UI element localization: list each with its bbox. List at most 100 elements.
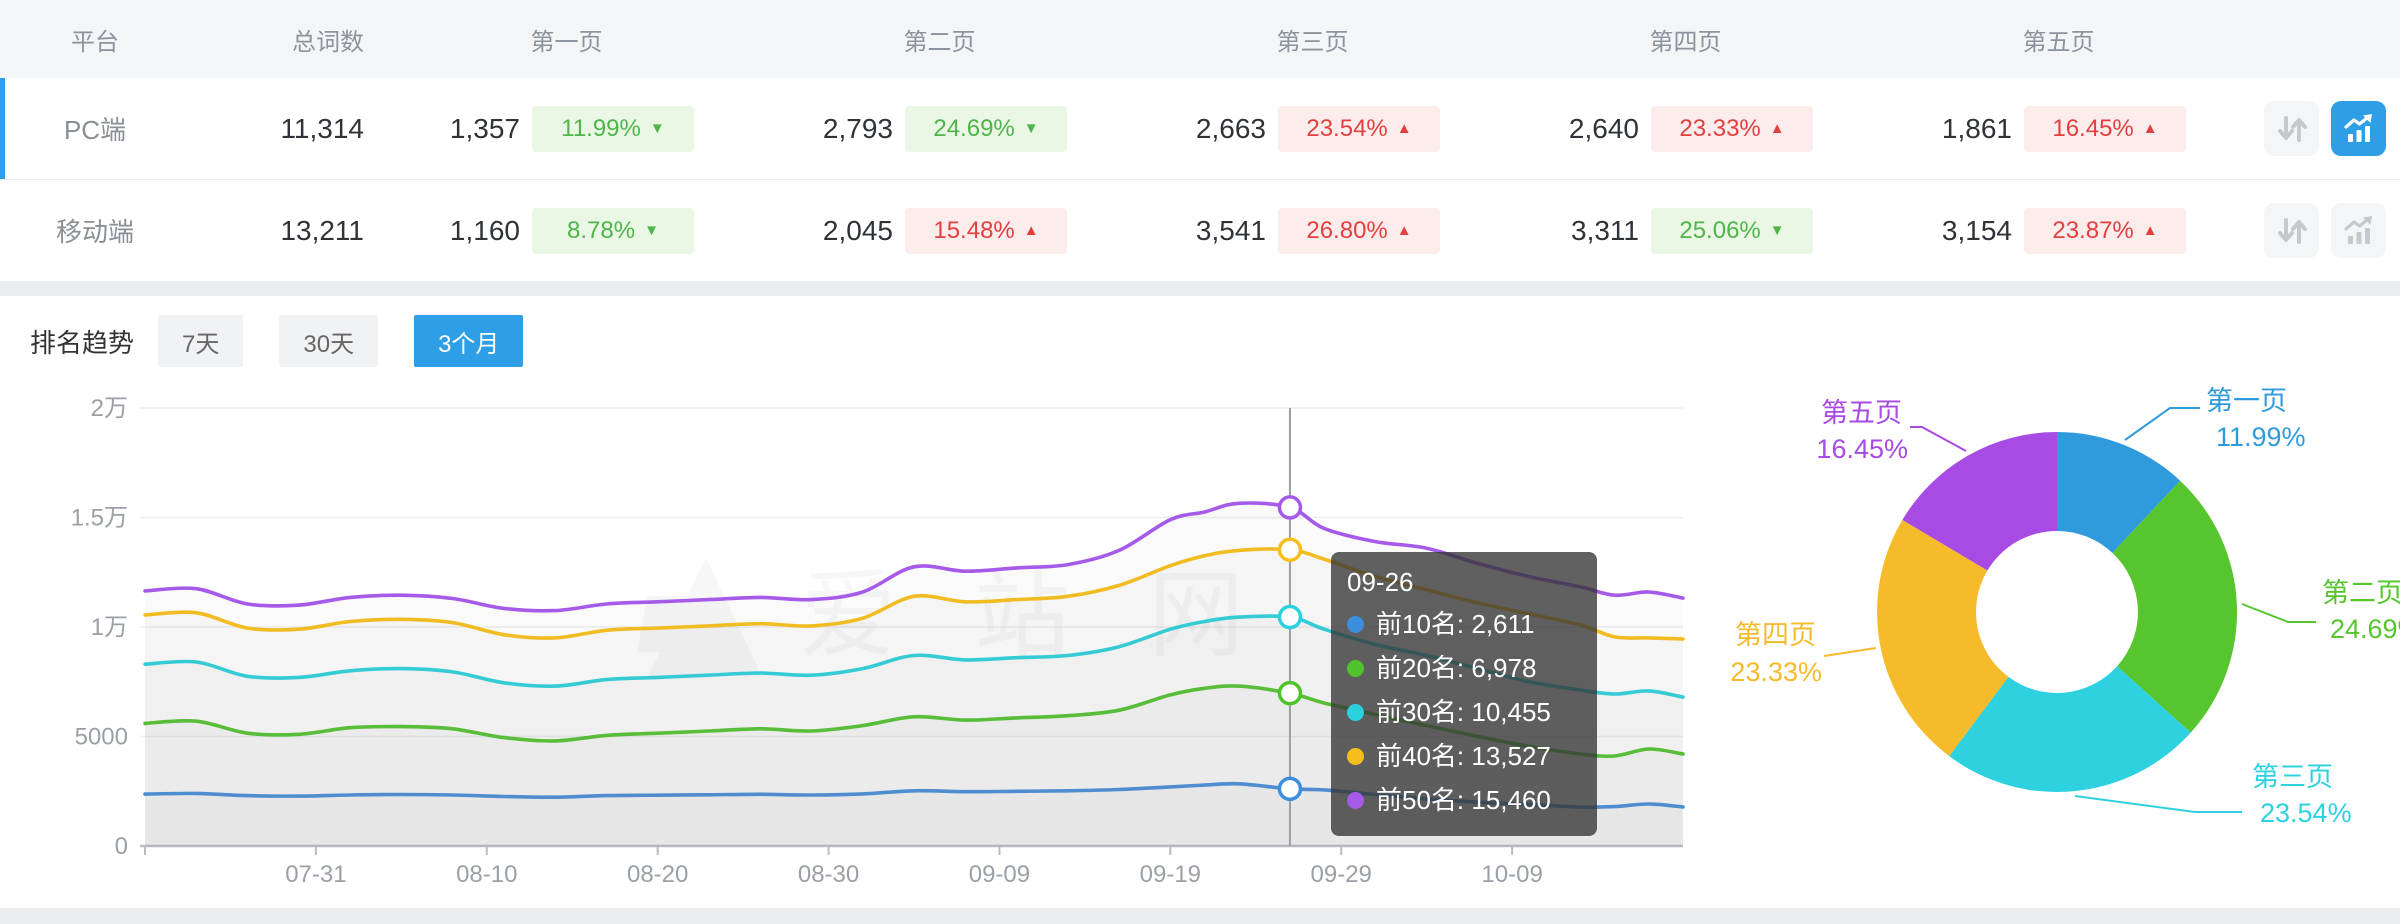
tooltip-row: 前40名: 13,527 xyxy=(1347,734,1579,778)
donut-label-connector xyxy=(2074,795,2242,813)
donut-slice-第二页[interactable] xyxy=(2112,480,2238,733)
percent-change-badge: 23.87% ▲ xyxy=(2024,207,2186,254)
table-header-row: 平台 总词数 第一页 第二页 第三页 第四页 第五页 xyxy=(0,0,2400,78)
y-axis-label: 2万 xyxy=(91,395,128,422)
percent-value: 26.80% xyxy=(1306,216,1388,244)
arrow-down-icon: ▼ xyxy=(649,120,665,137)
watermark: 爱站网 xyxy=(637,558,1244,676)
percent-value: 23.87% xyxy=(2052,216,2134,244)
donut-label-connector xyxy=(1910,426,1967,452)
tooltip-row: 前50名: 15,460 xyxy=(1347,778,1579,822)
tooltip-row: 前20名: 6,978 xyxy=(1347,646,1579,690)
percent-value: 23.33% xyxy=(1679,114,1761,142)
tooltip-series-value: 前40名: 13,527 xyxy=(1376,741,1551,771)
y-axis-label: 1.5万 xyxy=(71,505,128,532)
series-dot-icon xyxy=(1347,747,1364,765)
page-rank-cell: 1,160 8.78% ▼ xyxy=(380,207,753,254)
col-header-page4: 第四页 xyxy=(1649,28,1722,56)
arrow-up-icon: ▲ xyxy=(1023,222,1039,239)
page-rank-cell: 2,793 24.69% ▼ xyxy=(753,105,1126,152)
highlight-point-前20名 xyxy=(1277,680,1303,706)
donut-label-percent: 24.69% xyxy=(2330,614,2400,644)
percent-change-badge: 23.54% ▲ xyxy=(1278,105,1440,152)
donut-label-connector xyxy=(2241,603,2316,623)
col-header-total-words: 总词数 xyxy=(292,28,364,56)
series-area xyxy=(145,685,1683,846)
donut-label-percent: 16.45% xyxy=(1816,434,1908,464)
table-row[interactable]: 移动端 13,211 1,160 8.78% ▼ 2,045 15.48% ▲ 3,541 26.… xyxy=(0,180,2400,282)
platform-rank-table: 平台 总词数 第一页 第二页 第三页 第四页 第五页 PC端 11,314 1,35… xyxy=(0,0,2400,282)
donut-slice-第四页[interactable] xyxy=(1877,519,2009,757)
page-count-value: 2,663 xyxy=(1195,112,1266,144)
platform-label: PC端 xyxy=(63,115,127,145)
highlight-point-前50名 xyxy=(1277,495,1303,520)
tab-7-days[interactable]: 7天 xyxy=(158,315,244,367)
page-rank-cell: 2,640 23.33% ▲ xyxy=(1499,105,1872,152)
percent-change-badge: 26.80% ▲ xyxy=(1278,207,1440,254)
show-trend-chart-button[interactable] xyxy=(2331,203,2386,258)
table-row[interactable]: PC端 11,314 1,357 11.99% ▼ 2,793 24.69% ▼ 2,663 23… xyxy=(0,78,2400,180)
highlight-point-前40名 xyxy=(1277,537,1303,563)
percent-value: 25.06% xyxy=(1679,216,1761,244)
show-trend-chart-button[interactable] xyxy=(2331,101,2386,156)
col-header-page5: 第五页 xyxy=(2022,28,2095,56)
tooltip-series-value: 前30名: 10,455 xyxy=(1376,697,1551,727)
tooltip-row: 前10名: 2,611 xyxy=(1347,602,1579,646)
series-dot-icon xyxy=(1347,615,1364,633)
tab-3-months[interactable]: 3个月 xyxy=(414,315,524,367)
arrow-down-icon: ▼ xyxy=(1769,222,1785,239)
series-dot-icon xyxy=(1347,703,1364,721)
percent-value: 11.99% xyxy=(561,114,641,142)
col-header-platform: 平台 xyxy=(71,28,119,56)
page-rank-cell: 3,311 25.06% ▼ xyxy=(1499,207,1872,254)
page-count-value: 2,640 xyxy=(1568,112,1639,144)
x-axis-label: 08-10 xyxy=(456,861,517,888)
percent-change-badge: 8.78% ▼ xyxy=(532,207,694,254)
donut-label-name: 第四页 xyxy=(1735,620,1816,650)
page-distribution-donut[interactable]: 第一页 11.99% 第二页 24.69% 第三页 23.54% 第四页 23.33% 第五页 1… xyxy=(1730,386,2400,828)
highlight-point-前10名 xyxy=(1277,776,1303,802)
percent-change-badge: 24.69% ▼ xyxy=(905,105,1067,152)
trend-chart-icon xyxy=(2343,215,2372,244)
percent-value: 24.69% xyxy=(933,114,1015,142)
arrow-up-icon: ▲ xyxy=(2142,222,2158,239)
percent-value: 8.78% xyxy=(567,216,636,244)
page-count-value: 3,154 xyxy=(1941,214,2012,246)
arrow-up-icon: ▲ xyxy=(1769,120,1785,137)
total-words-value: 13,211 xyxy=(280,214,364,246)
series-dot-icon xyxy=(1347,791,1364,809)
sort-arrows-icon xyxy=(2277,115,2307,142)
donut-slice-第一页[interactable] xyxy=(2057,432,2181,553)
donut-label-name: 第一页 xyxy=(2206,386,2287,416)
percent-value: 16.45% xyxy=(2052,114,2134,142)
sort-button[interactable] xyxy=(2264,203,2319,258)
percent-change-badge: 15.48% ▲ xyxy=(905,207,1067,254)
tab-30-days[interactable]: 30天 xyxy=(279,315,379,367)
arrow-down-icon: ▼ xyxy=(1023,120,1039,137)
donut-label-name: 第二页 xyxy=(2322,578,2400,608)
platform-label: 移动端 xyxy=(55,217,134,247)
percent-change-badge: 23.33% ▲ xyxy=(1651,105,1813,152)
donut-slice-第五页[interactable] xyxy=(1902,432,2057,571)
trend-title: 排名趋势 xyxy=(30,327,135,358)
donut-label-name: 第五页 xyxy=(1821,398,1902,428)
rank-trend-line-chart[interactable]: 0 5000 1万 1.5万 2万 07-31 08-10 08-20 08-30 09-09 09… xyxy=(0,296,2400,908)
percent-change-badge: 16.45% ▲ xyxy=(2024,105,2186,152)
sort-button[interactable] xyxy=(2264,101,2319,156)
page-count-value: 3,541 xyxy=(1195,214,1266,246)
page-rank-cell: 1,357 11.99% ▼ xyxy=(380,105,753,152)
trend-chart-icon xyxy=(2343,113,2372,142)
percent-value: 15.48% xyxy=(933,216,1015,244)
donut-label-connector xyxy=(2124,407,2200,441)
col-header-page3: 第三页 xyxy=(1276,28,1349,56)
chart-tooltip: 09-26 前10名: 2,611 前20名: 6,978 前30名: 10,455… xyxy=(1331,552,1597,836)
x-axis-label: 08-20 xyxy=(627,861,688,888)
trend-chart-card: 排名趋势 7天 30天 3个月 0 5000 1万 1.5万 2万 07-31 08-10 0… xyxy=(0,296,2400,908)
col-header-page2: 第二页 xyxy=(903,28,976,56)
total-words-value: 11,314 xyxy=(280,112,364,144)
arrow-up-icon: ▲ xyxy=(1396,120,1412,137)
page-count-value: 1,357 xyxy=(449,112,520,144)
donut-slice-第三页[interactable] xyxy=(1949,666,2191,793)
tooltip-series-value: 前50名: 15,460 xyxy=(1376,785,1551,815)
